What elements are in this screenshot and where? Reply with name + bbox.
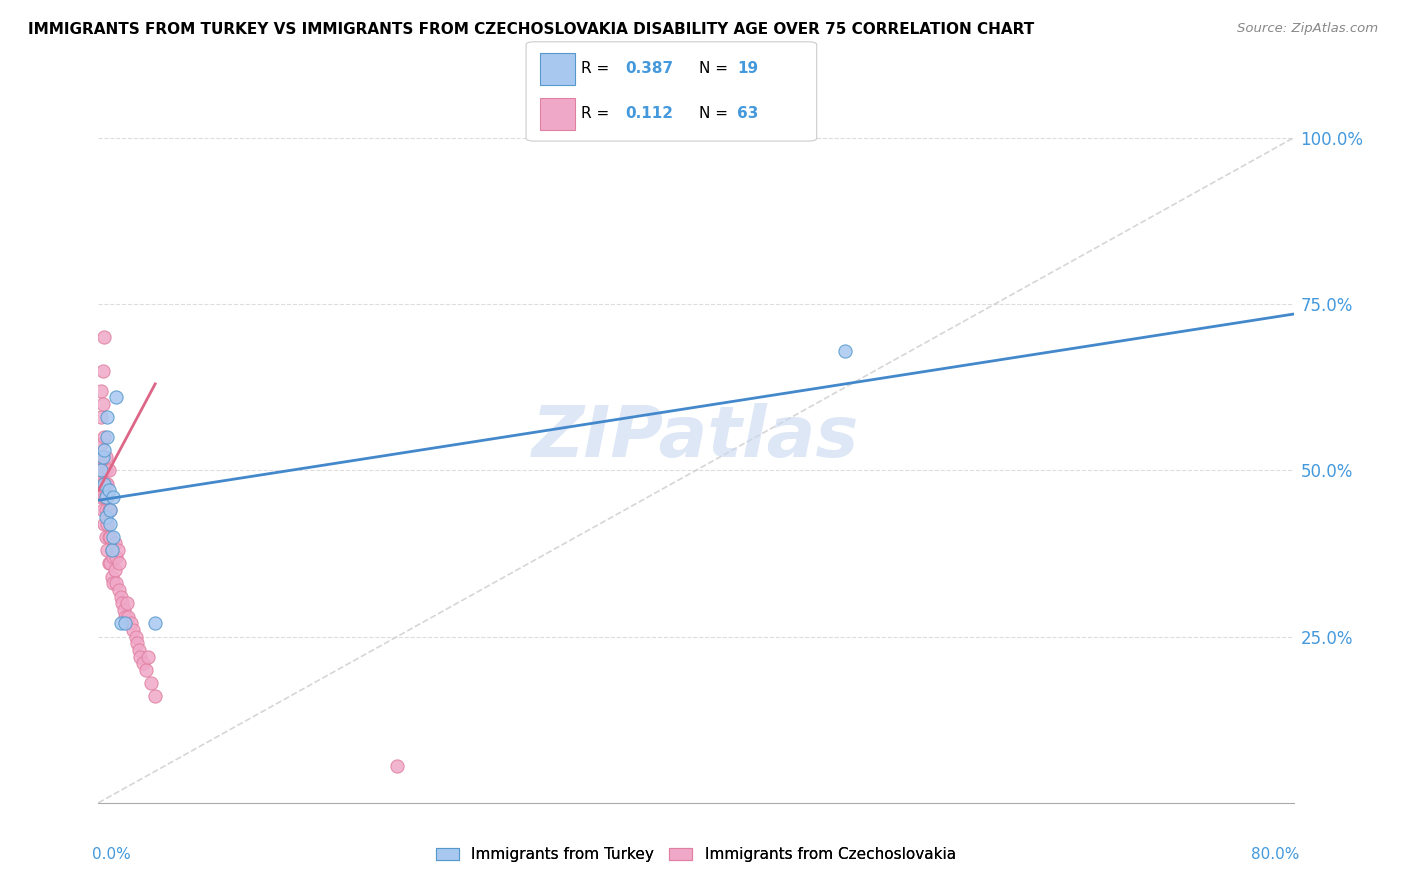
Point	[101, 570, 124, 584]
Point	[103, 490, 125, 504]
Text: N =: N =	[699, 106, 733, 121]
Point	[103, 549, 125, 564]
Point	[91, 397, 114, 411]
Point	[91, 363, 114, 377]
Text: 19: 19	[737, 62, 758, 77]
Text: 0.387: 0.387	[624, 62, 673, 77]
Point	[89, 463, 111, 477]
Text: 0.0%: 0.0%	[93, 847, 131, 862]
Point	[94, 490, 117, 504]
Point	[96, 476, 118, 491]
Point	[94, 530, 117, 544]
Text: Source: ZipAtlas.com: Source: ZipAtlas.com	[1237, 22, 1378, 36]
Point	[110, 590, 132, 604]
Text: R =: R =	[581, 62, 614, 77]
Point	[121, 623, 143, 637]
Point	[94, 476, 117, 491]
Point	[91, 503, 114, 517]
Point	[98, 557, 122, 571]
Point	[136, 649, 159, 664]
Point	[98, 503, 122, 517]
Text: IMMIGRANTS FROM TURKEY VS IMMIGRANTS FROM CZECHOSLOVAKIA DISABILITY AGE OVER 75 : IMMIGRANTS FROM TURKEY VS IMMIGRANTS FRO…	[28, 22, 1035, 37]
Point	[91, 450, 114, 464]
Point	[93, 516, 115, 531]
Point	[93, 330, 115, 344]
Point	[98, 503, 122, 517]
Point	[101, 543, 124, 558]
Point	[96, 410, 118, 425]
Point	[96, 430, 118, 444]
Text: R =: R =	[581, 106, 619, 121]
Point	[90, 410, 112, 425]
Point	[96, 543, 118, 558]
Point	[97, 483, 120, 498]
Point	[117, 609, 139, 624]
Point	[129, 649, 152, 664]
Point	[114, 609, 136, 624]
Point	[104, 536, 127, 550]
Point	[143, 616, 166, 631]
Point	[143, 690, 166, 704]
Point	[94, 509, 117, 524]
Point	[90, 436, 112, 450]
Point	[94, 490, 117, 504]
Text: 0.112: 0.112	[624, 106, 672, 121]
Text: 63: 63	[737, 106, 759, 121]
Point	[96, 490, 118, 504]
Point	[103, 576, 125, 591]
Point	[105, 549, 128, 564]
Point	[111, 596, 134, 610]
FancyBboxPatch shape	[526, 42, 817, 141]
Point	[93, 490, 115, 504]
Point	[125, 630, 148, 644]
Point	[97, 557, 120, 571]
Point	[115, 596, 138, 610]
Point	[105, 390, 128, 404]
Bar	[540, 98, 575, 130]
Point	[114, 616, 136, 631]
Point	[112, 603, 135, 617]
Point	[90, 490, 112, 504]
Point	[120, 616, 142, 631]
Point	[132, 656, 155, 670]
Point	[105, 576, 128, 591]
Point	[139, 676, 162, 690]
Point	[90, 384, 112, 398]
Point	[110, 616, 132, 631]
Point	[385, 759, 409, 773]
Point	[90, 463, 112, 477]
Legend: Immigrants from Turkey, Immigrants from Czechoslovakia: Immigrants from Turkey, Immigrants from …	[430, 841, 962, 868]
Bar	[540, 53, 575, 85]
Point	[89, 476, 111, 491]
Point	[94, 503, 117, 517]
Point	[93, 430, 115, 444]
Point	[135, 663, 157, 677]
Point	[101, 543, 124, 558]
Point	[94, 450, 117, 464]
Point	[97, 503, 120, 517]
Point	[90, 463, 112, 477]
Point	[98, 516, 122, 531]
Point	[104, 563, 127, 577]
Point	[97, 530, 120, 544]
Point	[108, 582, 131, 597]
Point	[98, 530, 122, 544]
Point	[93, 443, 115, 458]
Point	[103, 530, 125, 544]
Point	[91, 450, 114, 464]
Text: N =: N =	[699, 62, 733, 77]
Point	[107, 543, 129, 558]
Point	[834, 343, 856, 358]
Point	[89, 450, 111, 464]
Point	[93, 476, 115, 491]
Point	[94, 463, 117, 477]
Text: 80.0%: 80.0%	[1251, 847, 1299, 862]
Point	[128, 643, 150, 657]
Point	[108, 557, 131, 571]
Point	[97, 463, 120, 477]
Text: ZIPatlas: ZIPatlas	[533, 402, 859, 472]
Point	[91, 476, 114, 491]
Point	[127, 636, 149, 650]
Point	[96, 516, 118, 531]
